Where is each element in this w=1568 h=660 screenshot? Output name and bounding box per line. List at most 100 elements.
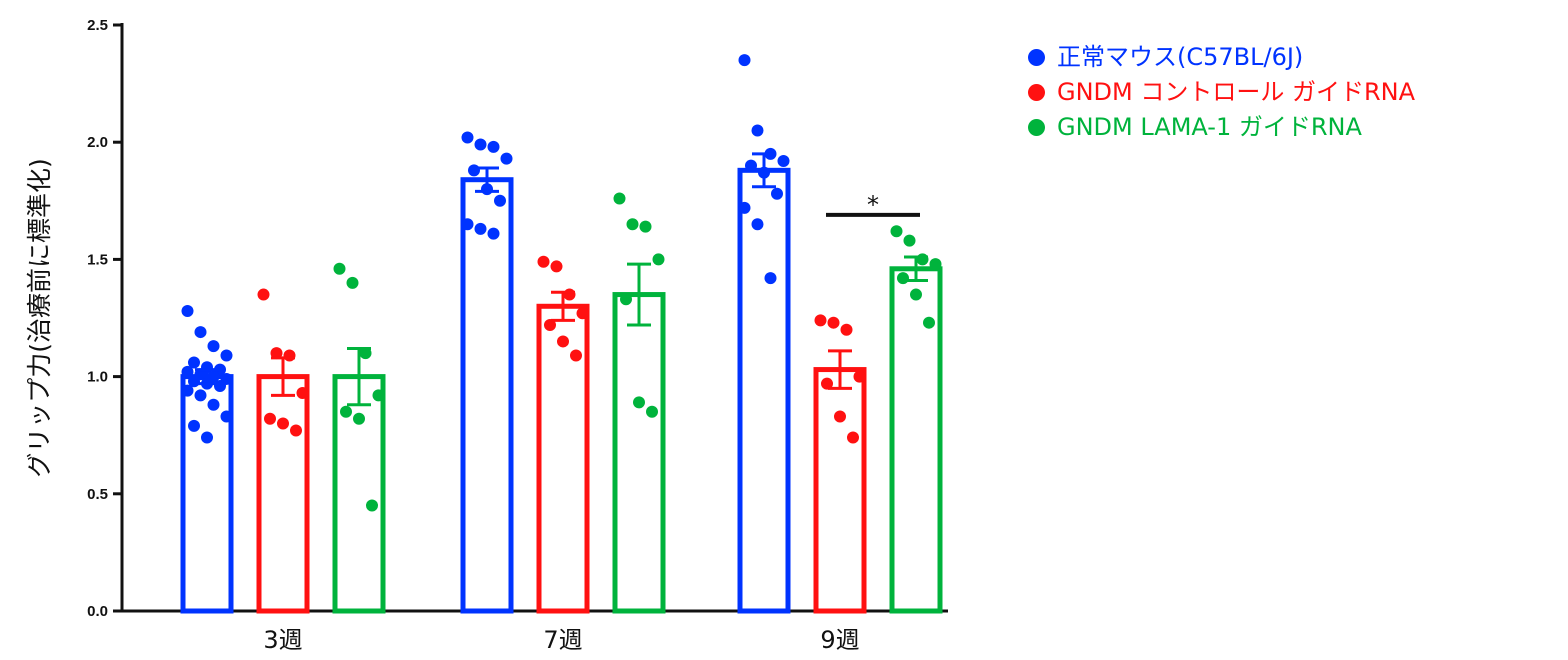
data-point <box>633 396 645 409</box>
data-point <box>916 253 929 266</box>
data-point <box>550 260 563 273</box>
bar <box>737 167 791 614</box>
data-point <box>270 347 283 360</box>
data-point <box>626 218 639 231</box>
significance-label: * <box>867 191 879 219</box>
data-point <box>840 323 853 336</box>
data-point <box>903 234 916 247</box>
data-point <box>764 272 777 285</box>
data-point <box>474 138 487 151</box>
data-point <box>751 218 764 231</box>
y-tick-label: 1.5 <box>87 251 108 268</box>
legend-label-normal: 正常マウス(C57BL/6J) <box>1057 43 1304 71</box>
x-category-label: 3週 <box>263 626 302 654</box>
data-point <box>576 307 589 320</box>
legend: 正常マウス(C57BL/6J) GNDM コントロール ガイドRNA GNDM … <box>1028 40 1415 145</box>
bar <box>256 374 310 614</box>
data-point <box>359 347 372 360</box>
legend-label-lama1: GNDM LAMA-1 ガイドRNA <box>1057 113 1362 141</box>
data-point <box>570 349 582 362</box>
bar <box>612 292 666 614</box>
data-point <box>500 152 513 165</box>
bars <box>180 167 943 614</box>
annotations: * <box>826 191 920 219</box>
data-point <box>346 276 359 289</box>
data-point <box>537 255 550 268</box>
data-point <box>188 356 200 369</box>
data-point <box>264 412 276 425</box>
bar <box>460 177 514 614</box>
data-point <box>620 293 632 306</box>
data-point <box>847 431 859 444</box>
axes: 0.0 0.5 1.0 1.5 2.0 2.5 3週 7週 9週 <box>87 17 948 654</box>
data-point <box>214 379 226 392</box>
data-point <box>777 154 790 167</box>
y-axis-label: グリップ力(治療前に標準化) <box>25 158 54 478</box>
data-point <box>220 410 233 423</box>
data-point <box>557 335 569 348</box>
legend-item-lama1: GNDM LAMA-1 ガイドRNA <box>1028 110 1415 145</box>
data-point <box>468 164 480 177</box>
data-point <box>372 389 385 402</box>
data-point <box>639 220 652 233</box>
data-point <box>474 222 487 235</box>
legend-item-control: GNDM コントロール ガイドRNA <box>1028 75 1415 110</box>
data-point <box>487 140 500 153</box>
x-category-label: 9週 <box>820 626 859 654</box>
data-point <box>929 258 942 271</box>
data-point <box>910 288 922 301</box>
data-point <box>353 412 365 425</box>
y-tick-label: 2.5 <box>87 17 108 34</box>
data-point <box>890 225 903 238</box>
data-point <box>181 365 194 378</box>
data-point <box>745 159 757 172</box>
legend-dot-control <box>1028 84 1045 101</box>
data-point <box>834 410 846 423</box>
data-point <box>220 349 233 362</box>
data-point <box>201 431 213 444</box>
data-point <box>494 194 506 207</box>
data-point <box>296 387 309 400</box>
data-point <box>738 54 751 67</box>
data-point <box>194 389 207 402</box>
data-point <box>283 349 296 362</box>
data-point <box>751 124 764 137</box>
x-category-label: 7週 <box>543 626 582 654</box>
bar <box>813 367 867 614</box>
y-tick-label: 2.0 <box>87 134 108 151</box>
data-point <box>461 218 474 231</box>
data-point <box>814 314 827 327</box>
data-point <box>181 304 194 317</box>
data-points <box>181 54 942 512</box>
data-point <box>461 131 474 144</box>
data-point <box>277 417 289 430</box>
data-point <box>897 272 909 285</box>
data-point <box>563 288 576 301</box>
data-point <box>207 340 220 353</box>
y-tick-label: 1.0 <box>87 369 108 386</box>
data-point <box>827 316 840 329</box>
data-point <box>188 419 200 432</box>
legend-label-control: GNDM コントロール ガイドRNA <box>1057 78 1416 106</box>
data-point <box>257 288 270 301</box>
data-point <box>646 405 658 418</box>
data-point <box>923 316 935 329</box>
data-point <box>853 370 866 383</box>
legend-dot-lama1 <box>1028 119 1045 136</box>
data-point <box>652 253 665 266</box>
data-point <box>544 319 556 332</box>
data-point <box>366 499 378 512</box>
data-point <box>771 187 783 200</box>
data-point <box>333 262 346 275</box>
data-point <box>821 377 833 390</box>
legend-item-normal: 正常マウス(C57BL/6J) <box>1028 40 1415 75</box>
y-tick-label: 0.0 <box>87 603 108 620</box>
data-point <box>613 192 626 205</box>
data-point <box>487 227 500 240</box>
data-point <box>340 405 352 418</box>
data-point <box>194 326 207 339</box>
data-point <box>181 384 194 397</box>
data-point <box>207 398 220 411</box>
data-point <box>738 201 751 214</box>
